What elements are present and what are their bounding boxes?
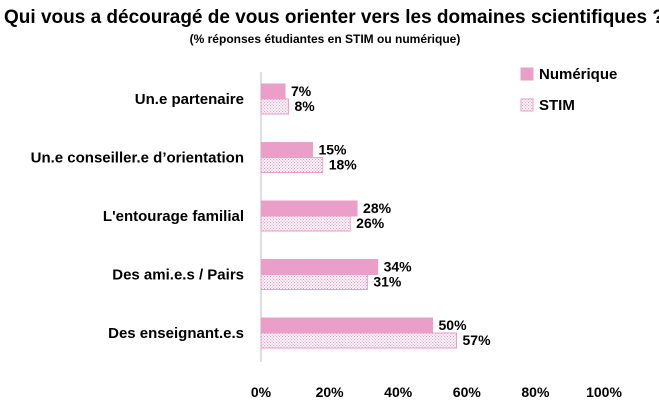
bar-value-label: 8% xyxy=(294,98,315,114)
bar-numerique xyxy=(260,142,313,158)
legend-swatch xyxy=(520,98,534,112)
bar-value-label: 15% xyxy=(318,142,347,158)
bar-value-label: 7% xyxy=(291,83,312,99)
x-tick-labels: 0% 20% 40% 60% 80% 100% xyxy=(251,384,623,400)
bar-numerique xyxy=(260,317,433,334)
bar-value-label: 34% xyxy=(384,259,413,275)
bar-value-label: 50% xyxy=(439,317,468,333)
category-label: L'entourage familial xyxy=(103,208,244,225)
bar-stim xyxy=(260,215,351,232)
legend-swatch xyxy=(520,67,534,81)
x-tick-label: 20% xyxy=(316,384,345,400)
bar-value-label: 28% xyxy=(363,200,392,216)
bar-value-label: 18% xyxy=(329,157,358,173)
category-label: Des enseignant.e.s xyxy=(108,325,244,342)
bar-numerique xyxy=(260,200,358,217)
bar-value-label: 31% xyxy=(373,274,402,290)
x-tick-label: 100% xyxy=(586,384,622,400)
bar-stim xyxy=(260,332,458,349)
x-tick-label: 60% xyxy=(453,384,482,400)
x-tick-label: 0% xyxy=(251,384,272,400)
category-label: Un.e partenaire xyxy=(135,91,244,108)
bar-numerique xyxy=(260,83,286,100)
x-tick-label: 40% xyxy=(384,384,413,400)
bar-stim xyxy=(260,274,368,290)
legend-label: STIM xyxy=(539,97,575,114)
category-labels: Un.e partenaire Un.e conseiller.e d’orien… xyxy=(31,91,244,342)
legend: Numérique STIM xyxy=(520,66,617,114)
bar-numerique xyxy=(260,259,379,275)
x-tick-label: 80% xyxy=(521,384,550,400)
bar-stim xyxy=(260,98,289,115)
bars-group: 7%8% 15%18% 28%26% 34%31% 50%57% xyxy=(260,83,492,349)
chart-title: Qui vous a découragé de vous orienter ve… xyxy=(4,7,659,28)
category-label: Un.e conseiller.e d’orientation xyxy=(31,150,244,167)
chart-subtitle: (% réponses étudiantes en STIM ou numéri… xyxy=(190,32,461,46)
legend-label: Numérique xyxy=(539,66,617,83)
bar-stim xyxy=(260,157,324,173)
category-label: Des ami.e.s / Pairs xyxy=(112,267,244,284)
bar-value-label: 57% xyxy=(463,332,492,348)
bar-value-label: 26% xyxy=(356,215,385,231)
